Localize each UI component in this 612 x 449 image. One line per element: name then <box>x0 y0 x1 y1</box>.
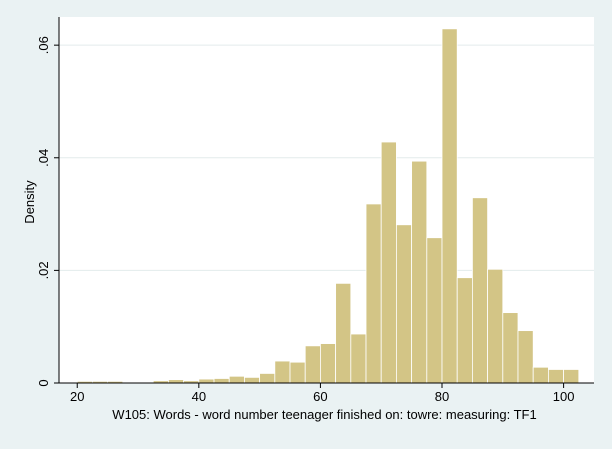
histogram-bar <box>426 237 443 384</box>
x-tick-label: 20 <box>70 389 84 404</box>
histogram-bars <box>76 28 580 384</box>
histogram-bar <box>350 333 367 384</box>
x-axis-title: W105: Words - word number teenager finis… <box>112 407 536 422</box>
histogram-bar <box>396 224 413 384</box>
y-axis-title: Density <box>22 180 37 224</box>
histogram-bar <box>320 343 337 384</box>
histogram-bar <box>380 141 397 384</box>
histogram-bar <box>289 361 306 384</box>
histogram-bar <box>456 277 473 384</box>
histogram-bar <box>365 203 382 384</box>
histogram-bar <box>517 330 534 384</box>
y-tick-label: .06 <box>36 36 51 54</box>
histogram-bar <box>411 160 428 384</box>
histogram-bar <box>472 197 489 384</box>
histogram-bar <box>441 28 458 384</box>
histogram-bar <box>548 369 565 384</box>
y-tick-label: 0 <box>36 379 51 386</box>
histogram-bar <box>228 375 245 384</box>
histogram-bar <box>563 369 580 384</box>
y-tick-label: .04 <box>36 149 51 167</box>
histogram-bar <box>259 373 276 384</box>
histogram-bar <box>532 366 549 384</box>
histogram-bar <box>335 282 352 384</box>
grid-lines <box>59 44 594 271</box>
histogram-bar <box>274 360 291 384</box>
histogram-bar <box>244 376 261 384</box>
histogram-bar <box>487 268 504 384</box>
histogram-bar <box>213 378 230 384</box>
x-tick-label: 60 <box>313 389 327 404</box>
x-tick-label: 80 <box>435 389 449 404</box>
histogram-bar <box>198 378 215 384</box>
y-axis-ticks: 0 .02 .04 .06 <box>36 36 59 387</box>
y-tick-label: .02 <box>36 261 51 279</box>
x-tick-label: 100 <box>553 389 575 404</box>
x-axis-ticks: 20 40 60 80 100 <box>70 383 574 404</box>
histogram-bar <box>304 345 321 384</box>
histogram-bar <box>168 379 185 384</box>
x-tick-label: 40 <box>192 389 206 404</box>
histogram-bar <box>502 312 519 384</box>
